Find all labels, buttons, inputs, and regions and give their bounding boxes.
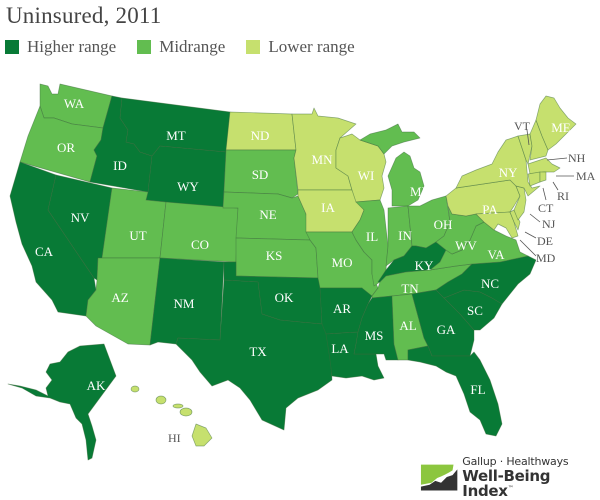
logo-tm: ™: [507, 485, 514, 492]
state-hi[interactable]: [130, 385, 213, 447]
label-me: ME: [551, 120, 571, 135]
state-mi[interactable]: [387, 151, 425, 207]
legend-label-lower: Lower range: [268, 37, 355, 56]
label-ia: IA: [321, 200, 335, 215]
label-fl: FL: [470, 382, 485, 397]
state-fl[interactable]: [407, 345, 503, 437]
label-al: AL: [399, 318, 416, 333]
well-being-index-logo-icon: [420, 464, 458, 490]
label-ar: AR: [333, 301, 351, 316]
label-ms: MS: [365, 328, 384, 343]
label-az: AZ: [111, 290, 128, 305]
label-de: DE: [537, 234, 553, 248]
label-ne: NE: [259, 207, 276, 222]
label-ri: RI: [557, 189, 569, 203]
legend-item-mid: Midrange: [137, 37, 225, 57]
label-tn: TN: [401, 281, 419, 296]
label-id: ID: [113, 158, 127, 173]
state-tx[interactable]: [175, 279, 333, 431]
label-hi: HI: [168, 431, 181, 445]
swatch-lower: [246, 40, 261, 54]
state-de[interactable]: [509, 209, 521, 231]
swatch-higher: [5, 40, 19, 54]
callout-labels: VT NH MA RI CT NJ DE MD HI: [168, 119, 596, 445]
label-ks: KS: [266, 248, 283, 263]
label-ok: OK: [275, 290, 294, 305]
label-mi: MI: [410, 184, 426, 199]
label-co: CO: [191, 237, 209, 252]
label-ny: NY: [499, 165, 518, 180]
legend: Higher range Midrange Lower range: [5, 37, 376, 57]
label-nm: NM: [174, 296, 195, 311]
state-ri[interactable]: [539, 171, 547, 183]
state-ma[interactable]: [527, 157, 561, 175]
label-ky: KY: [415, 258, 434, 273]
label-or: OR: [57, 140, 75, 155]
label-ca: CA: [35, 244, 54, 259]
label-ut: UT: [129, 228, 146, 243]
label-va: VA: [487, 247, 505, 262]
state-labels: WA OR CA NV ID MT WY UT CO AZ NM ND SD N…: [35, 96, 571, 397]
state-ak[interactable]: [7, 343, 117, 461]
label-vt: VT: [514, 119, 531, 133]
legend-label-higher: Higher range: [27, 37, 117, 56]
label-oh: OH: [434, 217, 453, 232]
state-ct[interactable]: [527, 171, 541, 187]
label-pa: PA: [482, 202, 498, 217]
legend-item-higher: Higher range: [5, 37, 116, 57]
label-wa: WA: [64, 96, 85, 111]
label-wi: WI: [358, 168, 375, 183]
label-md: MD: [536, 251, 556, 265]
label-nj: NJ: [542, 217, 556, 231]
state-ny[interactable]: [455, 135, 541, 197]
legend-label-mid: Midrange: [159, 37, 226, 56]
swatch-mid: [137, 40, 152, 54]
state-ms[interactable]: [353, 295, 399, 361]
label-mt: MT: [166, 128, 186, 143]
state-il[interactable]: [351, 199, 389, 287]
label-wv: WV: [455, 238, 477, 253]
legend-item-lower: Lower range: [246, 37, 355, 57]
label-nh: NH: [568, 151, 586, 165]
label-sd: SD: [252, 167, 269, 182]
state-wy[interactable]: [145, 145, 227, 209]
label-la: LA: [331, 341, 349, 356]
label-ga: GA: [437, 322, 456, 337]
label-ak: AK: [87, 378, 106, 393]
label-tx: TX: [249, 344, 267, 359]
states: [7, 83, 577, 461]
label-in: IN: [398, 228, 412, 243]
label-nv: NV: [71, 210, 90, 225]
label-il: IL: [366, 229, 378, 244]
label-sc: SC: [467, 303, 483, 318]
state-me[interactable]: [535, 95, 577, 151]
label-wy: WY: [177, 179, 199, 194]
map-title: Uninsured, 2011: [6, 3, 162, 28]
logo-line2: Well-Being Index: [462, 467, 551, 500]
label-mo: MO: [332, 255, 353, 270]
state-nj[interactable]: [513, 185, 527, 221]
label-nd: ND: [251, 128, 270, 143]
gallup-healthways-logo: Gallup · Healthways Well-Being Index™: [420, 456, 600, 499]
label-ma: MA: [576, 169, 596, 183]
label-ct: CT: [538, 201, 554, 215]
label-mn: MN: [312, 152, 334, 167]
label-nc: NC: [481, 276, 499, 291]
state-mi-upper[interactable]: [359, 123, 421, 155]
logo-line1: Gallup · Healthways: [462, 455, 569, 468]
state-co[interactable]: [159, 201, 239, 263]
